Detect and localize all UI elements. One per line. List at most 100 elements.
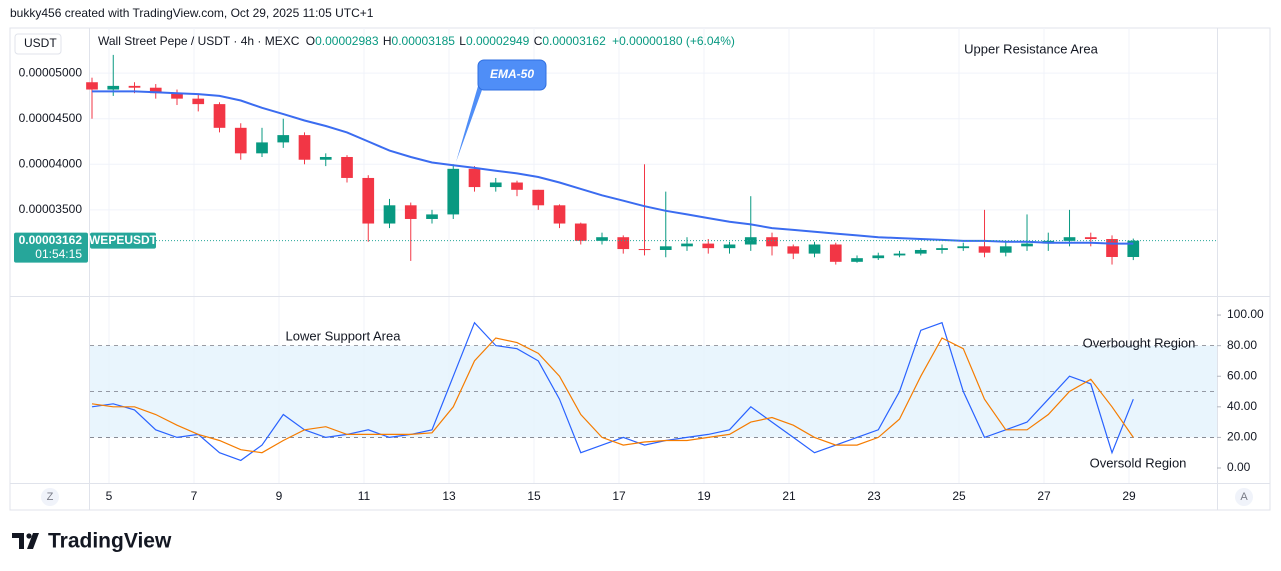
legend-key: H — [383, 34, 392, 48]
legend-value: 0.00002949 — [466, 34, 530, 48]
x-tick-label: 29 — [1122, 489, 1136, 503]
candle-body — [404, 205, 417, 219]
candle-body — [277, 135, 290, 143]
candle-body — [1127, 240, 1140, 257]
candle-body — [171, 93, 183, 99]
callout-pointer — [456, 86, 482, 162]
candle-body — [319, 156, 332, 160]
x-tick-label: 23 — [867, 489, 881, 503]
candle-body — [723, 244, 736, 249]
last-price-tag — [14, 232, 88, 263]
currency-button[interactable] — [14, 33, 62, 55]
candle-body — [1106, 239, 1118, 257]
legend-value: 0.00002983 — [315, 34, 379, 48]
candle-body — [86, 82, 98, 90]
y-tick-label: 60.00 — [1227, 368, 1257, 382]
candle-body — [574, 223, 587, 241]
symbol-label: WEPEUSDT — [89, 233, 158, 247]
candle-body — [851, 258, 863, 262]
x-tick-label: 9 — [276, 489, 283, 503]
last-price-label: 0.00003162 — [19, 233, 83, 247]
candle-body — [213, 104, 226, 128]
y-tick-label: 0.00004000 — [19, 156, 83, 170]
annotation: Overbought Region — [1083, 335, 1196, 350]
symbol-tag — [90, 232, 156, 249]
ema-line — [92, 90, 1134, 245]
button-label[interactable]: A — [1240, 491, 1248, 503]
attribution: bukky456 created with TradingView.com, O… — [10, 6, 374, 20]
y-tick-label: 0.00004500 — [19, 111, 83, 125]
candle-body — [149, 87, 162, 94]
x-tick-label: 15 — [527, 489, 541, 503]
candle-body — [234, 127, 247, 154]
y-tick-label: 0.00005000 — [19, 65, 83, 79]
x-tick-label: 19 — [697, 489, 711, 503]
candle-body — [957, 246, 970, 249]
legend-key: L — [459, 34, 466, 48]
legend-change: +0.00000180 (+6.04%) — [612, 34, 735, 48]
legend: Wall Street Pepe / USDT · 4h · MEXC O0.0… — [98, 34, 735, 48]
legend-value: 0.00003185 — [392, 34, 456, 48]
candle-body — [192, 98, 205, 105]
callout-box — [477, 59, 547, 91]
x-tick-label: 11 — [358, 489, 371, 503]
legend-key: C — [534, 34, 543, 48]
candle-body — [787, 246, 800, 254]
candle-body — [638, 249, 651, 251]
candle-body — [681, 243, 693, 247]
candle-body — [447, 168, 460, 215]
candle-body — [532, 189, 545, 206]
candle-body — [1063, 237, 1076, 241]
x-tick-label: 21 — [782, 489, 796, 503]
candle-body — [362, 177, 375, 224]
annotation: Oversold Region — [1090, 455, 1187, 470]
oscillator-line — [91, 337, 1134, 454]
x-tick-label: 25 — [952, 489, 966, 503]
candle-body — [298, 135, 311, 160]
candle-body — [426, 214, 438, 219]
chart-frame — [9, 27, 1271, 511]
currency[interactable]: USDT — [24, 36, 57, 50]
countdown: 01:54:15 — [35, 247, 82, 261]
y-tick-label: 20.00 — [1227, 430, 1257, 444]
candle-body — [1021, 243, 1033, 247]
legend-value: 0.00003162 — [542, 34, 606, 48]
candle-body — [702, 243, 715, 249]
button-label[interactable]: Z — [47, 491, 54, 503]
brand-logo — [12, 533, 39, 549]
candle-body — [893, 253, 906, 256]
y-tick-label: 0.00 — [1227, 460, 1251, 474]
brand: TradingView — [48, 530, 172, 553]
candle-body — [256, 142, 268, 154]
legend-symbol: Wall Street Pepe / USDT · 4h · MEXC — [98, 34, 300, 48]
candle-body — [596, 237, 608, 241]
candle-body — [383, 205, 396, 224]
candle-body — [766, 237, 778, 247]
candle-body — [872, 255, 885, 259]
candle-body — [341, 156, 353, 178]
y-tick-label: 40.00 — [1227, 399, 1257, 413]
x-tick-label: 17 — [612, 489, 626, 503]
annotation: Upper Resistance Area — [964, 41, 1098, 56]
y-tick-label: 0.00003500 — [19, 202, 83, 216]
candle-body — [511, 182, 523, 190]
candle-body — [107, 85, 120, 90]
x-tick-label: 5 — [106, 489, 113, 503]
candle-body — [659, 246, 672, 250]
button[interactable] — [41, 488, 59, 506]
candle-body — [999, 246, 1012, 253]
candle-body — [829, 244, 842, 262]
x-tick-label: 13 — [442, 489, 456, 503]
candle-body — [978, 246, 991, 253]
candle-body — [808, 244, 821, 254]
plot — [86, 54, 1217, 462]
candle-body — [489, 182, 502, 188]
button[interactable] — [1235, 488, 1253, 506]
y-tick-label: 100.00 — [1227, 307, 1264, 321]
candle-body — [617, 237, 630, 250]
candle-body — [914, 249, 927, 254]
candle-body — [553, 205, 566, 224]
candle-body — [1084, 237, 1097, 240]
x-tick-label: 27 — [1037, 489, 1051, 503]
